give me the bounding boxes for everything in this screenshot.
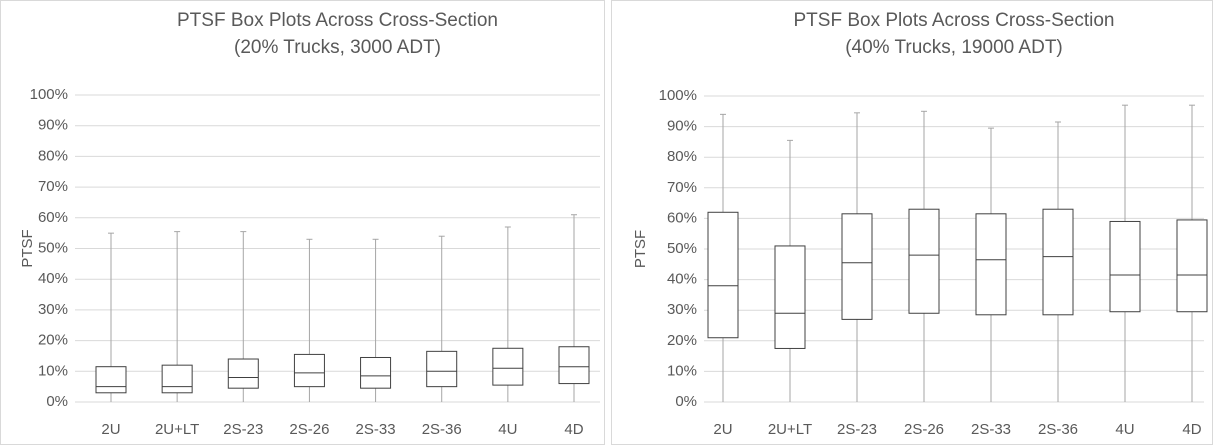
y-tick-label: 100% — [30, 86, 68, 103]
y-tick-label: 60% — [38, 209, 68, 226]
box — [908, 208, 940, 314]
box — [841, 213, 873, 320]
y-tick-label: 20% — [38, 332, 68, 349]
x-tick-label: 4D — [1182, 421, 1201, 438]
y-tick-label: 40% — [667, 271, 697, 288]
x-tick-label: 2U — [101, 421, 120, 438]
x-tick-label: 2U+LT — [155, 421, 199, 438]
x-tick-label: 2U — [713, 421, 732, 438]
chart-title: PTSF Box Plots Across Cross-Section — [794, 10, 1115, 31]
box — [492, 347, 524, 386]
y-tick-label: 10% — [38, 362, 68, 379]
chart-subtitle: (40% Trucks, 19000 ADT) — [845, 37, 1063, 58]
x-tick-label: 2S-33 — [971, 421, 1011, 438]
x-tick-label: 2S-23 — [223, 421, 263, 438]
y-tick-label: 10% — [667, 362, 697, 379]
box — [161, 364, 193, 394]
y-tick-label: 90% — [667, 118, 697, 135]
box — [1109, 220, 1141, 313]
box — [95, 366, 127, 394]
y-tick-label: 80% — [38, 147, 68, 164]
y-tick-label: 0% — [675, 393, 697, 410]
x-tick-label: 2S-36 — [422, 421, 462, 438]
chart: PTSF Box Plots Across Cross-Section (40% … — [611, 0, 1213, 445]
x-tick-label: 4D — [564, 421, 583, 438]
x-tick-label: 2S-33 — [356, 421, 396, 438]
box — [1176, 219, 1208, 313]
box — [426, 350, 458, 388]
box — [360, 356, 392, 389]
y-tick-label: 70% — [38, 178, 68, 195]
chart-subtitle: (20% Trucks, 3000 ADT) — [234, 37, 441, 58]
box — [558, 346, 590, 385]
y-tick-label: 20% — [667, 332, 697, 349]
x-tick-label: 2S-23 — [837, 421, 877, 438]
y-tick-label: 90% — [38, 117, 68, 134]
chart-title: PTSF Box Plots Across Cross-Section — [177, 10, 498, 31]
y-tick-label: 50% — [667, 240, 697, 257]
y-tick-label: 80% — [667, 148, 697, 165]
y-tick-label: 100% — [659, 87, 697, 104]
y-tick-label: 60% — [667, 209, 697, 226]
y-tick-label: 30% — [667, 301, 697, 318]
chart: PTSF Box Plots Across Cross-Section (20% … — [0, 0, 605, 445]
box — [774, 245, 806, 349]
box — [227, 358, 259, 389]
y-tick-label: 50% — [38, 239, 68, 256]
y-tick-label: 0% — [46, 393, 68, 410]
y-tick-label: 70% — [667, 179, 697, 196]
y-tick-label: 40% — [38, 270, 68, 287]
x-tick-label: 4U — [498, 421, 517, 438]
x-tick-label: 2S-26 — [289, 421, 329, 438]
box — [293, 353, 325, 388]
box — [1042, 208, 1074, 316]
x-tick-label: 2S-36 — [1038, 421, 1078, 438]
x-tick-label: 2U+LT — [768, 421, 812, 438]
y-tick-label: 30% — [38, 301, 68, 318]
x-tick-label: 4U — [1115, 421, 1134, 438]
y-axis-label: PTSF — [632, 230, 649, 268]
y-axis-label: PTSF — [19, 229, 36, 267]
box — [975, 213, 1007, 316]
box — [707, 211, 739, 339]
x-tick-label: 2S-26 — [904, 421, 944, 438]
